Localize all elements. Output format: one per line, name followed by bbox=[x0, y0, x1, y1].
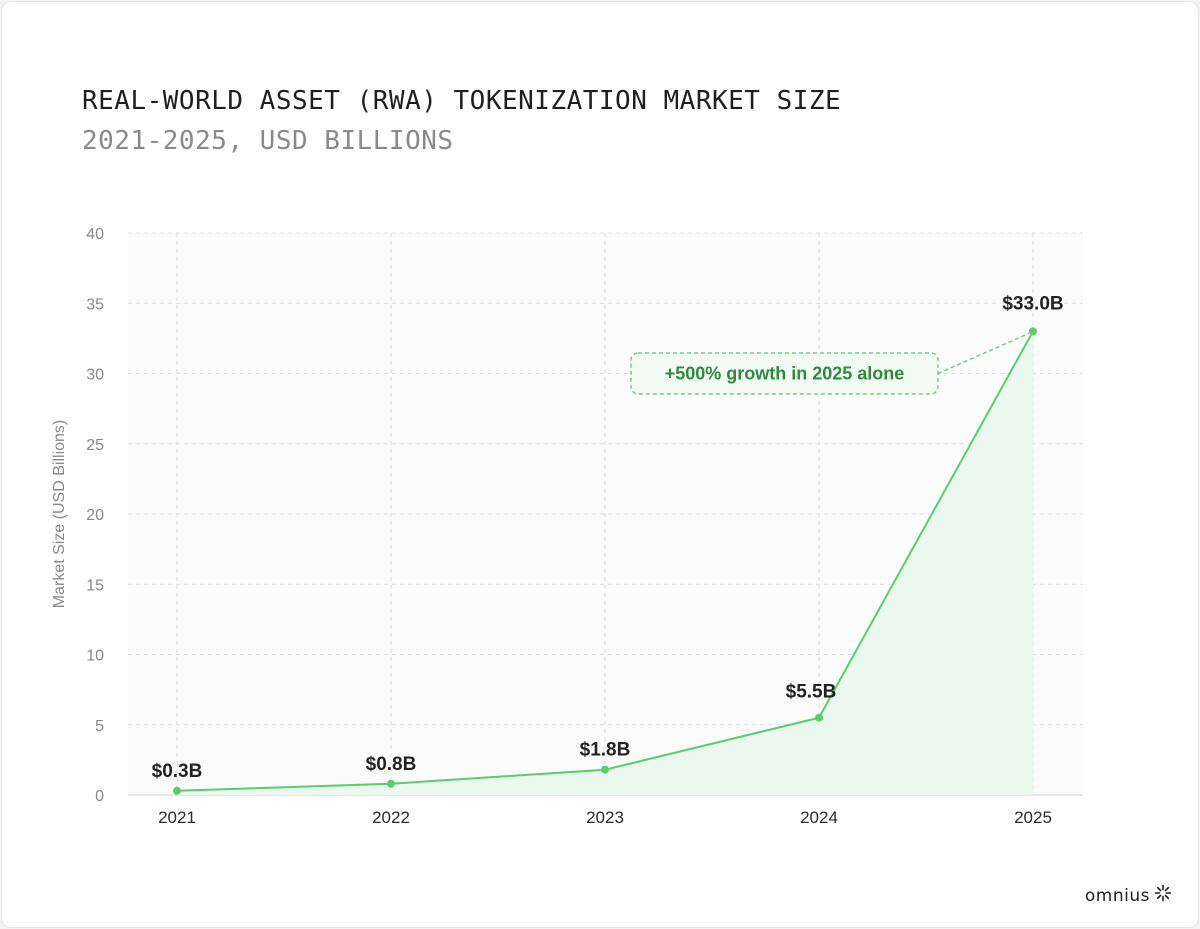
y-tick-label: 5 bbox=[95, 718, 104, 735]
x-tick-label: 2023 bbox=[586, 808, 624, 827]
brand-name: omnius bbox=[1084, 885, 1150, 906]
y-tick-label: 0 bbox=[95, 788, 104, 805]
chart-subtitle: 2021-2025, USD BILLIONS bbox=[82, 126, 454, 156]
annotation-text: +500% growth in 2025 alone bbox=[665, 364, 905, 384]
y-tick-label: 10 bbox=[86, 648, 104, 665]
x-tick-label: 2025 bbox=[1014, 808, 1052, 827]
brand-logo: omnius bbox=[1085, 884, 1172, 907]
data-label: $33.0B bbox=[1002, 293, 1063, 314]
chart-title: REAL-WORLD ASSET (RWA) TOKENIZATION MARK… bbox=[82, 86, 842, 116]
x-tick-label: 2021 bbox=[158, 808, 196, 827]
y-tick-label: 20 bbox=[86, 507, 104, 524]
y-tick-label: 15 bbox=[86, 577, 104, 594]
x-tick-label: 2022 bbox=[372, 808, 410, 827]
y-tick-label: 25 bbox=[86, 437, 104, 454]
y-tick-label: 35 bbox=[86, 296, 104, 313]
sunburst-logo-icon bbox=[1154, 884, 1172, 907]
data-point bbox=[1029, 327, 1037, 336]
y-tick-label: 40 bbox=[86, 226, 104, 243]
data-point bbox=[387, 779, 395, 788]
annotation-box bbox=[630, 352, 939, 395]
data-point bbox=[601, 765, 609, 774]
data-label: $5.5B bbox=[786, 682, 837, 703]
data-label: $0.8B bbox=[366, 754, 417, 775]
data-point bbox=[173, 786, 181, 795]
annotation-connector bbox=[937, 332, 1030, 375]
x-tick-label: 2024 bbox=[800, 808, 838, 827]
area-fill bbox=[177, 331, 1033, 795]
data-point bbox=[815, 713, 823, 722]
data-label: $1.8B bbox=[580, 740, 631, 761]
y-tick-label: 30 bbox=[86, 367, 104, 384]
data-label: $0.3B bbox=[152, 761, 203, 782]
y-axis-title: Market Size (USD Billions) bbox=[51, 420, 68, 608]
